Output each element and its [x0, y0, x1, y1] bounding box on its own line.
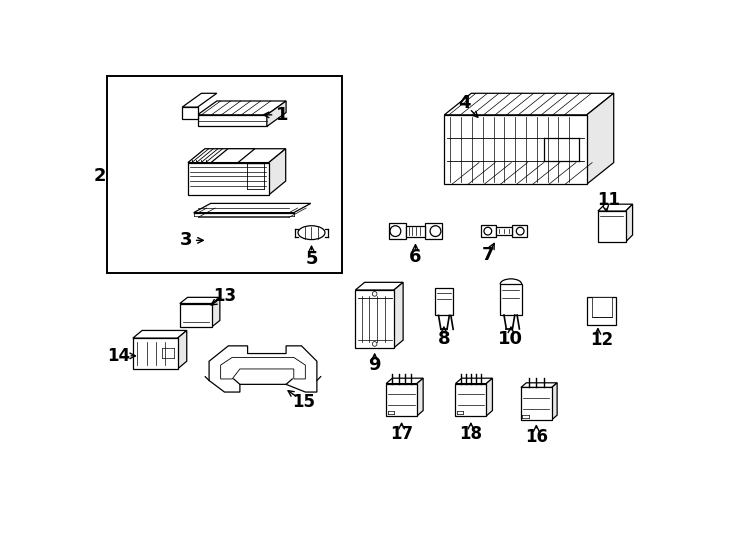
Polygon shape: [521, 387, 552, 420]
Polygon shape: [188, 148, 286, 163]
Text: 13: 13: [213, 287, 236, 305]
Polygon shape: [456, 378, 493, 383]
Polygon shape: [197, 115, 267, 126]
Polygon shape: [521, 383, 557, 387]
Polygon shape: [133, 330, 186, 338]
Polygon shape: [197, 101, 286, 115]
Polygon shape: [625, 204, 633, 242]
Polygon shape: [194, 204, 310, 213]
Text: 10: 10: [498, 330, 523, 348]
Polygon shape: [481, 225, 496, 237]
Text: 12: 12: [590, 330, 614, 349]
Text: 8: 8: [437, 330, 450, 348]
Polygon shape: [355, 290, 394, 348]
Text: 14: 14: [107, 347, 131, 365]
Polygon shape: [394, 282, 403, 348]
Text: 1: 1: [276, 106, 288, 124]
Polygon shape: [386, 378, 423, 383]
Text: 17: 17: [390, 426, 413, 443]
Polygon shape: [212, 298, 220, 327]
Polygon shape: [487, 378, 493, 416]
Polygon shape: [386, 383, 417, 416]
Text: 7: 7: [482, 246, 494, 264]
Polygon shape: [512, 225, 527, 237]
Text: 4: 4: [459, 94, 471, 112]
Text: 6: 6: [409, 248, 422, 266]
Bar: [592, 298, 612, 318]
Polygon shape: [425, 224, 442, 239]
Polygon shape: [269, 148, 286, 195]
Polygon shape: [456, 383, 487, 416]
Polygon shape: [598, 211, 625, 242]
Text: 5: 5: [305, 250, 318, 268]
Polygon shape: [180, 298, 220, 303]
Bar: [587, 298, 617, 325]
Text: 11: 11: [597, 191, 620, 210]
Text: 3: 3: [180, 231, 192, 249]
Polygon shape: [209, 346, 317, 392]
Polygon shape: [133, 338, 178, 369]
Polygon shape: [211, 148, 255, 163]
Polygon shape: [221, 357, 305, 379]
Text: 9: 9: [368, 356, 381, 374]
Polygon shape: [182, 93, 217, 107]
Polygon shape: [444, 115, 586, 184]
Bar: [406, 226, 425, 237]
Polygon shape: [188, 163, 269, 195]
Polygon shape: [444, 93, 614, 115]
Polygon shape: [417, 378, 423, 416]
Text: 15: 15: [292, 393, 316, 411]
Bar: [496, 227, 512, 235]
Polygon shape: [267, 101, 286, 126]
Text: 16: 16: [525, 428, 548, 445]
Text: 18: 18: [459, 426, 482, 443]
Polygon shape: [552, 383, 557, 420]
Ellipse shape: [298, 226, 325, 240]
Polygon shape: [182, 107, 197, 119]
Polygon shape: [598, 204, 633, 211]
Polygon shape: [180, 303, 212, 327]
Polygon shape: [178, 330, 186, 369]
Text: 2: 2: [93, 167, 106, 185]
Bar: [435, 288, 453, 315]
Bar: [500, 284, 522, 315]
Bar: [107, 76, 342, 273]
Polygon shape: [389, 224, 406, 239]
Polygon shape: [586, 93, 614, 184]
Polygon shape: [355, 282, 403, 290]
